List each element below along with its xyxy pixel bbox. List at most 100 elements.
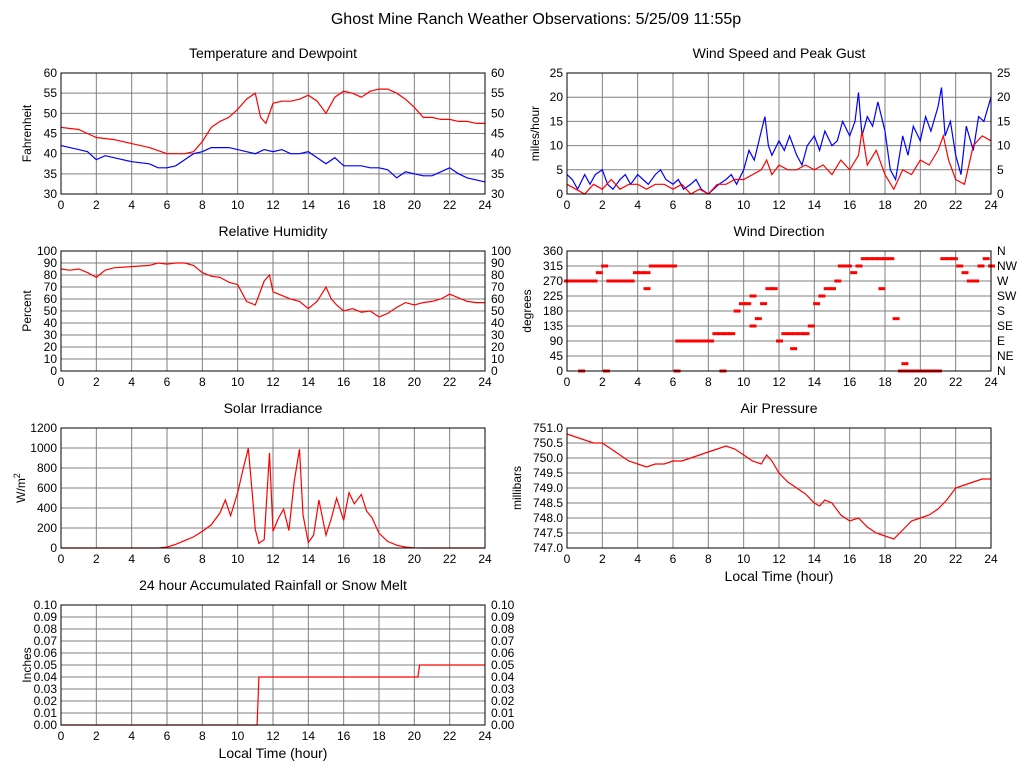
y-tick-label: 749.5 [533,466,563,480]
x-tick-label: 0 [58,729,65,743]
right-tick-label: 0.02 [491,694,515,708]
data-point [606,279,614,283]
y-tick-label: 30 [44,328,58,342]
data-point [579,279,587,283]
x-tick-label: 6 [670,552,677,566]
y-tick-label: 45 [550,349,564,363]
x-tick-label: 18 [372,198,386,212]
data-point [760,302,768,306]
data-point [950,257,958,261]
x-tick-label: 16 [843,552,857,566]
series-line-1 [566,131,992,195]
chart-title: Air Pressure [740,400,817,416]
x-tick-label: 22 [443,552,457,566]
series-line-0 [61,448,485,549]
y-tick-label: 400 [37,501,57,515]
y-tick-label: 0.10 [34,598,58,612]
data-point [680,339,688,343]
y-tick-label: 70 [44,280,58,294]
y-tick-label: 600 [37,481,57,495]
y-tick-label: 55 [44,86,58,100]
x-tick-label: 12 [772,375,786,389]
x-tick-label: 4 [128,375,135,389]
series-line-0 [60,88,485,155]
y-tick-label: 0.00 [34,718,58,732]
data-point [632,271,640,275]
right-tick-label: 0.09 [491,610,515,624]
x-tick-label: 22 [949,552,963,566]
data-point [569,279,577,283]
x-tick-label: 8 [199,375,206,389]
x-tick-label: 20 [408,375,422,389]
chart-rain: 24 hour Accumulated Rainfall or Snow Mel… [20,577,515,761]
data-point [829,287,836,291]
data-point [601,264,609,268]
y-tick-label: 750.0 [533,451,563,465]
plot-frame [60,427,486,549]
data-point [940,257,948,261]
x-tick-label: 14 [808,375,822,389]
data-point [701,339,709,343]
y-tick-label: 0.03 [34,682,58,696]
x-tick-label: 16 [843,198,857,212]
right-tick-label: 45 [491,127,505,141]
x-tick-label: 12 [266,375,280,389]
x-tick-label: 16 [337,552,351,566]
y-tick-label: 0.02 [34,694,58,708]
x-tick-label: 20 [914,552,928,566]
y-tick-label: 0 [556,187,563,201]
x-tick-label: 24 [984,198,998,212]
data-point [945,257,953,261]
x-tick-label: 2 [93,729,100,743]
data-point [892,317,900,321]
data-point [802,332,810,336]
data-point [966,279,974,283]
x-tick-label: 18 [372,552,386,566]
x-tick-label: 12 [772,552,786,566]
x-tick-label: 14 [808,198,822,212]
x-tick-label: 8 [199,552,206,566]
y-axis-label: W/m2 [12,473,28,503]
y-tick-label: 225 [543,289,563,303]
x-tick-label: 0 [58,552,65,566]
data-point [712,332,720,336]
right-tick-label: 60 [491,292,505,306]
y-tick-label: 747.5 [533,526,563,540]
series-line-0 [566,433,991,540]
y-tick-label: 20 [550,90,564,104]
right-tick-label: 50 [491,304,505,318]
x-tick-label: 4 [634,375,641,389]
data-point [622,279,630,283]
data-point [901,362,909,366]
right-tick-label: 0.05 [491,658,515,672]
data-point [882,257,889,261]
data-point [878,287,886,291]
x-tick-label: 20 [914,375,928,389]
plot-frame [60,72,486,195]
right-tick-label: 10 [491,352,505,366]
right-tick-label: 0.04 [491,670,515,684]
plot-frame [60,604,486,726]
y-tick-label: 748.0 [533,511,563,525]
right-tick-label: 40 [491,316,505,330]
y-tick-label: 15 [550,114,564,128]
right-tick-label: 15 [997,114,1011,128]
data-point [627,279,635,283]
plot-frame [566,250,992,372]
series-line-0 [60,262,485,318]
x-tick-label: 10 [737,198,751,212]
y-axis-label: Fahrenheit [20,104,34,162]
right-tick-label: 30 [491,187,505,201]
data-point [823,287,831,291]
x-tick-label: 8 [705,552,712,566]
data-point [643,271,651,275]
y-tick-label: 90 [550,334,564,348]
x-tick-label: 0 [564,198,571,212]
data-point [866,257,874,261]
data-point [818,294,826,298]
series-line-0 [566,87,992,195]
x-tick-label: 20 [408,729,422,743]
y-tick-label: 40 [44,316,58,330]
